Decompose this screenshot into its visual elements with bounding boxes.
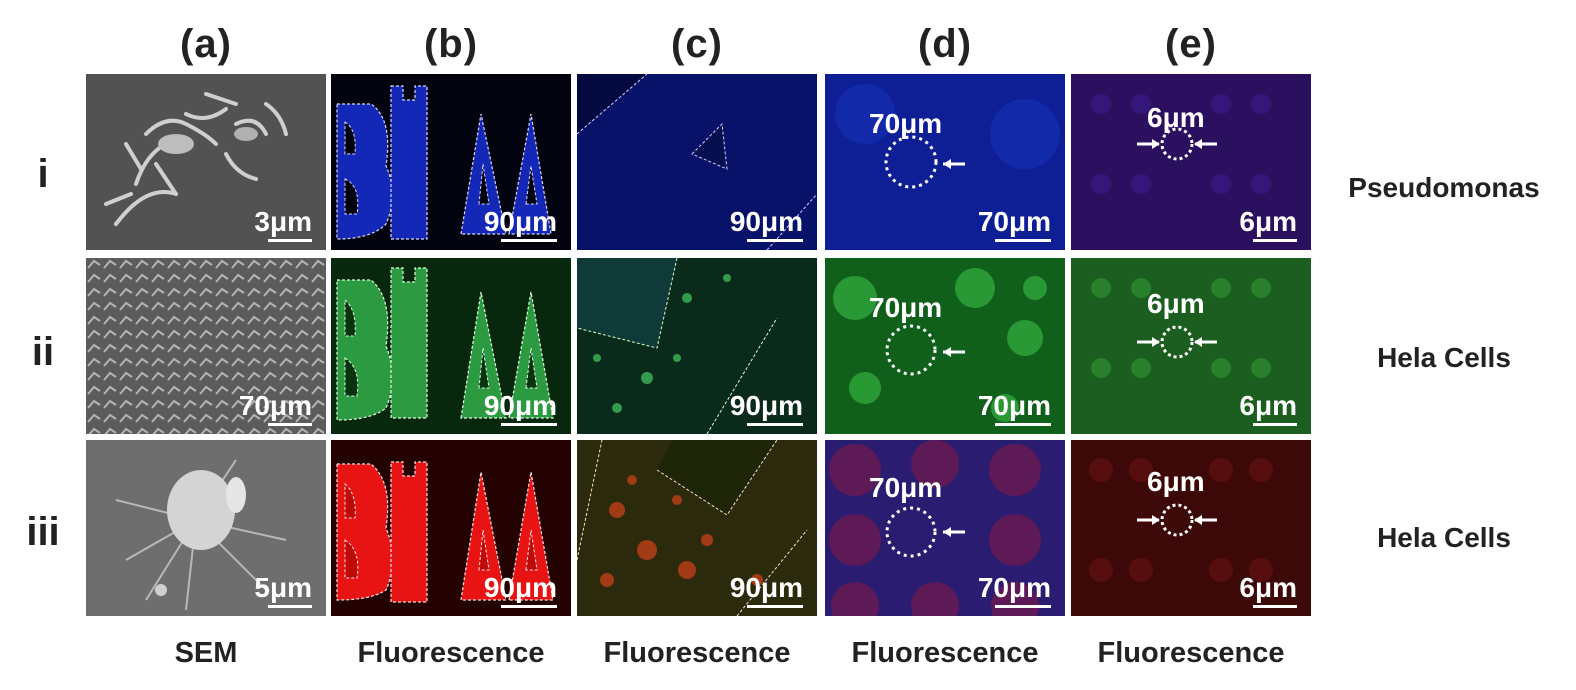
scale-bar-b-ii: 90μm xyxy=(484,390,557,426)
scale-bar-e-iii: 6μm xyxy=(1239,572,1297,608)
column-label-d: (d) xyxy=(917,22,973,66)
panel-e-ii-dots: 6μm 6μm xyxy=(1071,258,1311,434)
scale-bar-a-iii: 5μm xyxy=(254,572,312,608)
panel-b-ii-letters: 90μm xyxy=(331,258,571,434)
organism-label-row-i: Pseudomonas xyxy=(1348,172,1540,203)
scale-bar-e-i: 6μm xyxy=(1239,206,1297,242)
panel-c-iii-zoom: 90μm xyxy=(577,440,817,616)
panel-b-i-letters: 90μm xyxy=(331,74,571,250)
scale-bar-d-i: 70μm xyxy=(978,206,1051,242)
panel-c-i-zoom: 90μm xyxy=(577,74,817,250)
scale-bar-d-iii: 70μm xyxy=(978,572,1051,608)
panel-b-iii-letters: 90μm xyxy=(331,440,571,616)
feature-size-label-e-i: 6μm xyxy=(1147,102,1205,133)
organism-label-row-iii: Hela Cells xyxy=(1377,522,1511,553)
panel-a-iii-sem: 5μm xyxy=(86,440,326,616)
panel-d-i-spot: 70μm 70μm xyxy=(825,74,1065,250)
panel-d-ii-spot: 70μm 70μm xyxy=(825,258,1065,434)
row-label-iii: iii xyxy=(26,510,60,554)
scale-bar-a-ii: 70μm xyxy=(239,390,312,426)
feature-size-label-d-i: 70μm xyxy=(869,108,943,139)
modality-label-d: Fluorescence xyxy=(851,637,1039,669)
feature-size-label-e-ii: 6μm xyxy=(1147,288,1205,319)
panel-e-i-dots: 6μm 6μm xyxy=(1071,74,1311,250)
column-label-b: (b) xyxy=(423,22,479,66)
feature-size-label-e-iii: 6μm xyxy=(1147,466,1205,497)
panel-d-iii-spot: 70μm 70μm xyxy=(825,440,1065,616)
modality-label-a: SEM xyxy=(174,637,238,669)
feature-size-label-d-iii: 70μm xyxy=(869,472,943,503)
column-label-a: (a) xyxy=(180,22,232,66)
row-label-ii: ii xyxy=(31,330,55,374)
row-label-i: i xyxy=(37,152,49,196)
scale-bar-a-i: 3μm xyxy=(254,206,312,242)
column-label-c: (c) xyxy=(671,22,723,66)
modality-label-e: Fluorescence xyxy=(1097,637,1285,669)
modality-label-c: Fluorescence xyxy=(603,637,791,669)
panel-c-ii-zoom: 90μm xyxy=(577,258,817,434)
scale-bar-b-i: 90μm xyxy=(484,206,557,242)
panel-a-i-sem: 3μm xyxy=(86,74,326,250)
scale-bar-c-ii: 90μm xyxy=(730,390,803,426)
column-label-e: (e) xyxy=(1165,22,1217,66)
organism-label-row-ii: Hela Cells xyxy=(1377,342,1511,373)
scale-bar-b-iii: 90μm xyxy=(484,572,557,608)
scale-bar-c-i: 90μm xyxy=(730,206,803,242)
scale-bar-e-ii: 6μm xyxy=(1239,390,1297,426)
panel-e-iii-dots: 6μm 6μm xyxy=(1071,440,1311,616)
feature-size-label-d-ii: 70μm xyxy=(869,292,943,323)
modality-label-b: Fluorescence xyxy=(357,637,545,669)
scale-bar-c-iii: 90μm xyxy=(730,572,803,608)
scale-bar-d-ii: 70μm xyxy=(978,390,1051,426)
panel-a-ii-sem: 70μm xyxy=(86,258,326,434)
